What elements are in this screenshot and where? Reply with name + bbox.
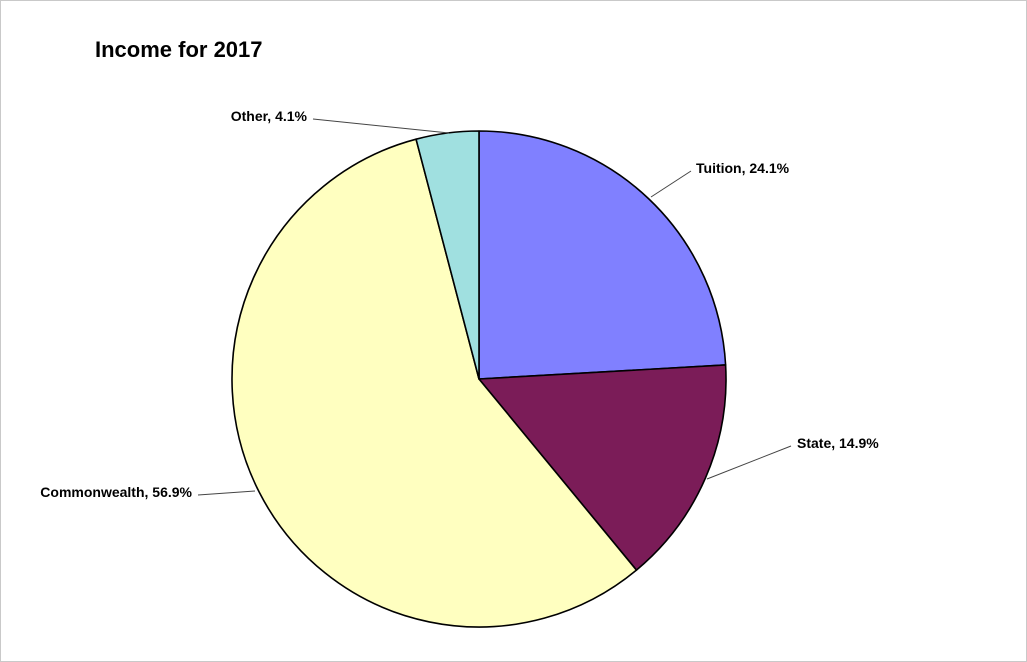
pie-slice-commonwealth (231, 138, 638, 628)
leader-line-state (706, 445, 792, 480)
pie-slice-tuition (478, 130, 727, 380)
leader-line-commonwealth (197, 490, 256, 496)
leader-line-tuition (650, 170, 692, 198)
leader-line-other (312, 118, 450, 134)
slice-label-other: Other, 4.1% (231, 108, 308, 124)
slice-label-commonwealth: Commonwealth, 56.9% (40, 484, 192, 500)
slice-label-state: State, 14.9% (797, 435, 879, 451)
pie-slice-state (478, 364, 727, 571)
chart-title: Income for 2017 (95, 37, 263, 62)
slice-label-tuition: Tuition, 24.1% (696, 160, 790, 176)
